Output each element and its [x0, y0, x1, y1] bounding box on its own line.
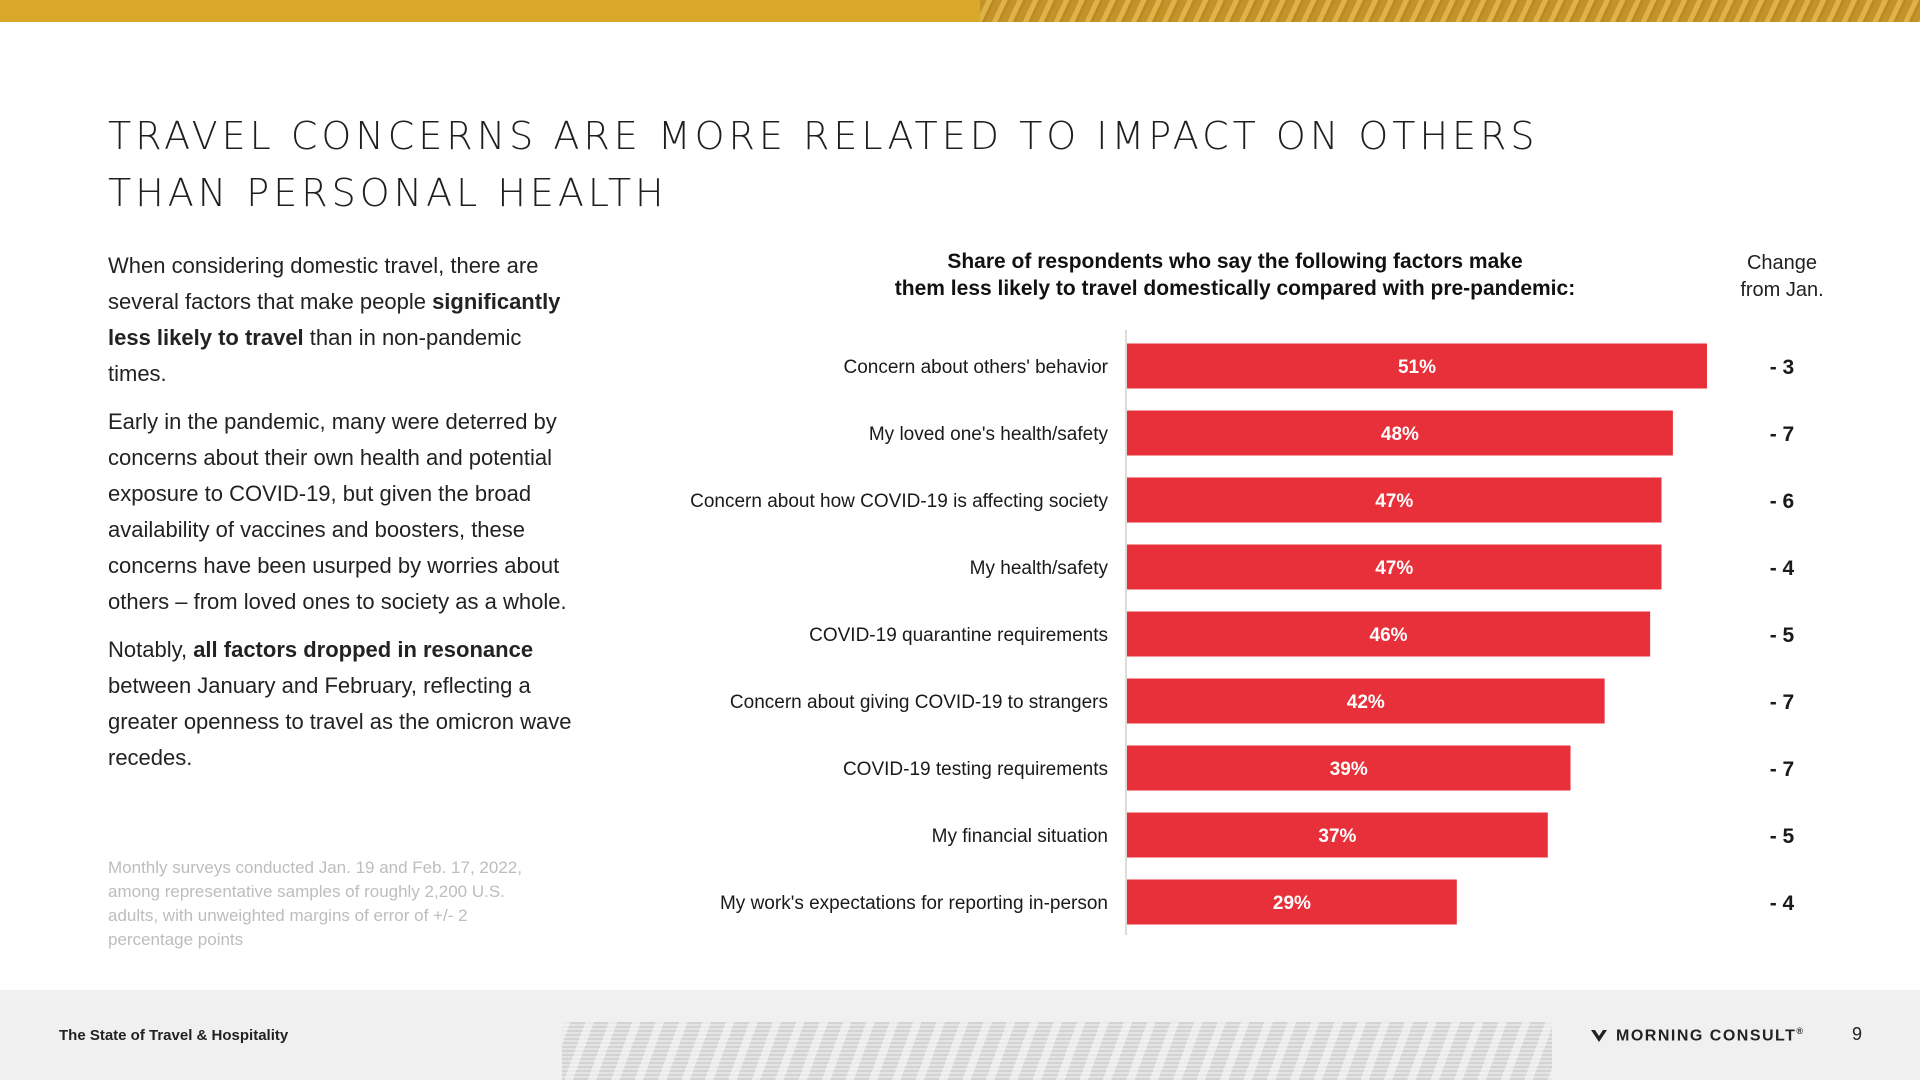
body-paragraph-1: When considering domestic travel, there … [108, 248, 578, 392]
change-value: - 7 [1770, 423, 1795, 446]
data-label: 46% [1370, 625, 1408, 646]
bar [1127, 544, 1662, 590]
report-name: The State of Travel & Hospitality [59, 1027, 289, 1044]
body-p1-text-a: When considering domestic travel, there … [108, 253, 539, 314]
body-p1-text-c: than in non-pandemic times. [108, 325, 522, 386]
category-label: COVID-19 testing requirements [843, 759, 1108, 780]
change-value: - 5 [1770, 825, 1795, 848]
body-text: When considering domestic travel, there … [108, 248, 578, 788]
category-label: My financial situation [932, 826, 1108, 847]
change-value: - 7 [1770, 691, 1795, 714]
body-paragraph-3: Notably, all factors dropped in resonanc… [108, 632, 578, 776]
bar [1127, 678, 1605, 724]
chart-title-line-2: them less likely to travel domestically … [894, 277, 1576, 300]
bar [1127, 477, 1662, 523]
data-label: 39% [1330, 759, 1368, 780]
page-number: 9 [1852, 1024, 1863, 1044]
top-band-texture [980, 0, 1920, 22]
change-value: - 3 [1770, 356, 1795, 379]
bar [1127, 812, 1548, 858]
chart-title: Share of respondents who say the followi… [820, 248, 1650, 302]
change-column-header: Change from Jan. [1700, 250, 1864, 304]
change-value: - 4 [1770, 892, 1795, 915]
body-p1-bold: significantly less likely to travel [108, 289, 561, 350]
bar [1127, 745, 1571, 791]
brand-registered-mark: ® [1796, 1026, 1805, 1037]
chart-title-line-1: Share of respondents who say the followi… [947, 250, 1523, 273]
bar [1127, 410, 1673, 456]
body-p3-text-c: between January and February, reflecting… [108, 673, 572, 770]
body-p3-bold: all factors dropped in resonance [193, 637, 534, 662]
footer-texture [562, 1022, 1552, 1080]
brand-logo: MORNING CONSULT® [1590, 1025, 1805, 1047]
brand-m-icon [1591, 1030, 1607, 1042]
category-label: My work's expectations for reporting in-… [720, 893, 1108, 914]
category-label: Concern about others' behavior [843, 357, 1108, 378]
category-label: Concern about how COVID-19 is affecting … [690, 491, 1108, 512]
data-label: 29% [1273, 893, 1311, 914]
category-label: COVID-19 quarantine requirements [809, 625, 1108, 646]
change-header-line-2: from Jan. [1740, 279, 1824, 301]
change-header-line-1: Change [1746, 252, 1818, 274]
top-accent-band [0, 0, 1920, 22]
bar [1127, 879, 1457, 925]
change-value: - 4 [1770, 557, 1795, 580]
category-label: Concern about giving COVID-19 to strange… [730, 692, 1108, 713]
methodology-footnote: Monthly surveys conducted Jan. 19 and Fe… [108, 858, 522, 949]
brand-name-text: MORNING CONSULT [1616, 1027, 1797, 1045]
page-title: TRAVEL CONCERNS ARE MORE RELATED TO IMPA… [108, 114, 1539, 215]
bar [1127, 343, 1707, 389]
data-label: 37% [1318, 826, 1356, 847]
bar [1127, 611, 1651, 657]
data-label: 47% [1375, 558, 1413, 579]
category-label: My health/safety [970, 558, 1109, 579]
data-label: 47% [1375, 491, 1413, 512]
brand-name: MORNING CONSULT® [1616, 1026, 1805, 1045]
data-label: 51% [1398, 357, 1436, 378]
category-label: My loved one's health/safety [869, 424, 1109, 445]
body-p3-text-a: Notably, [108, 637, 194, 662]
change-value: - 7 [1770, 758, 1795, 781]
body-paragraph-2: Early in the pandemic, many were deterre… [108, 409, 567, 614]
data-label: 42% [1347, 692, 1385, 713]
change-value: - 6 [1770, 490, 1795, 513]
data-label: 48% [1381, 424, 1419, 445]
change-value: - 5 [1770, 624, 1795, 647]
